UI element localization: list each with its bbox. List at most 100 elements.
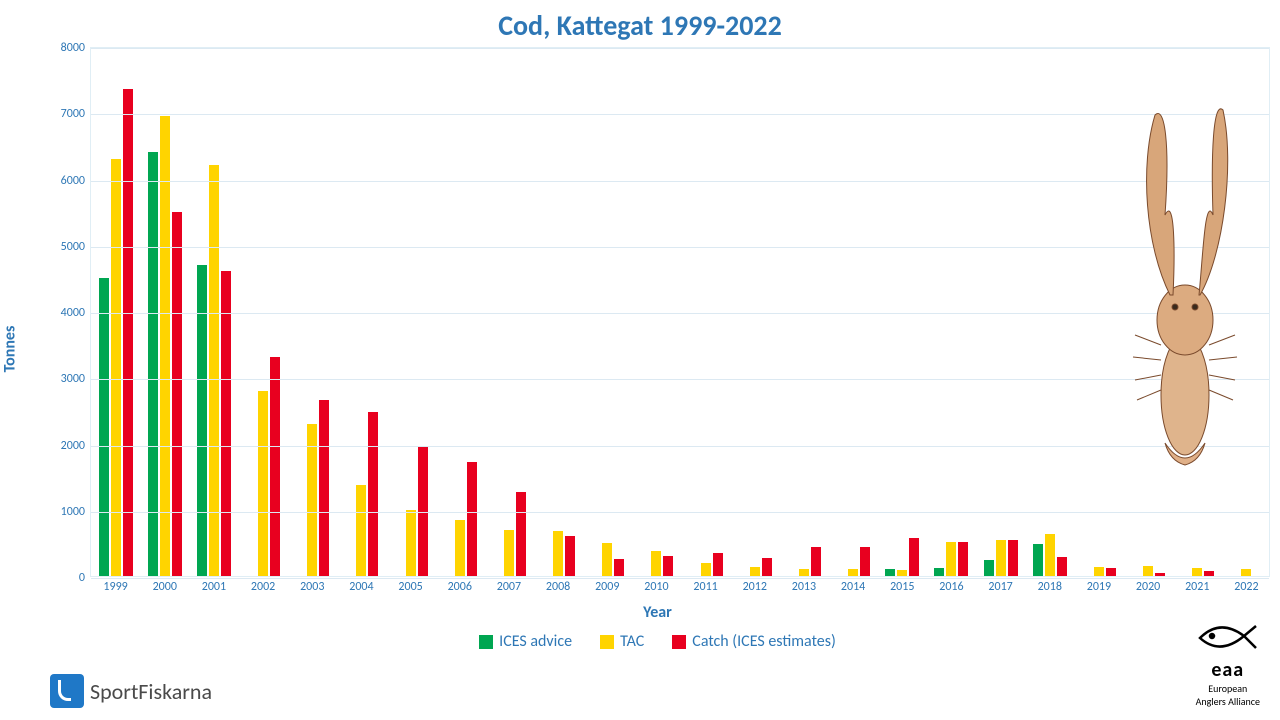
- legend-item: TAC: [600, 632, 644, 651]
- x-tick-label: 2018: [1038, 576, 1062, 594]
- bar: [467, 462, 477, 576]
- bar: [123, 89, 133, 576]
- bar: [455, 520, 465, 576]
- bar: [160, 116, 170, 576]
- bar: [221, 271, 231, 576]
- bar-group: [934, 542, 968, 576]
- bar: [516, 492, 526, 576]
- bar-group: [492, 492, 526, 576]
- bar: [885, 569, 895, 576]
- bar-group: [738, 558, 772, 576]
- eaa-fish-icon: [1196, 622, 1260, 658]
- x-tick-label: 2009: [595, 576, 619, 594]
- chart-area: Tonnes 010002000300040005000600070008000…: [35, 47, 1280, 651]
- legend-swatch: [672, 635, 686, 649]
- x-tick-label: 2005: [398, 576, 422, 594]
- bar: [258, 391, 268, 577]
- gridline: [91, 379, 1269, 380]
- bar: [811, 547, 821, 576]
- bar: [1057, 557, 1067, 576]
- bar: [270, 357, 280, 576]
- x-tick-label: 2008: [546, 576, 570, 594]
- legend-swatch: [479, 635, 493, 649]
- bar: [553, 531, 563, 576]
- x-tick-label: 2006: [448, 576, 472, 594]
- bar-group: [1180, 568, 1214, 576]
- x-tick-label: 2016: [939, 576, 963, 594]
- y-tick-label: 0: [40, 571, 91, 585]
- y-tick-label: 7000: [40, 107, 91, 121]
- x-tick-label: 2002: [251, 576, 275, 594]
- bar: [172, 212, 182, 576]
- eaa-brand-text: eaa: [1196, 658, 1260, 682]
- plot-area: 0100020003000400050006000700080001999200…: [90, 47, 1270, 577]
- x-tick-label: 2010: [644, 576, 668, 594]
- bar-group: [541, 531, 575, 576]
- bar: [1094, 567, 1104, 576]
- x-axis-label: Year: [35, 603, 1280, 622]
- bar-group: [590, 543, 624, 576]
- legend-label: Catch (ICES estimates): [692, 632, 836, 651]
- bar: [111, 159, 121, 576]
- bar: [996, 540, 1006, 576]
- eaa-sub2: Anglers Alliance: [1196, 695, 1260, 708]
- legend: ICES advice TAC Catch (ICES estimates): [35, 632, 1280, 651]
- x-tick-label: 2022: [1234, 576, 1258, 594]
- bar: [860, 547, 870, 576]
- bar: [750, 567, 760, 576]
- bar-group: [148, 116, 182, 576]
- bar: [1106, 568, 1116, 576]
- bar-group: [443, 462, 477, 576]
- bar-group: [99, 89, 133, 576]
- bar-group: [689, 553, 723, 576]
- gridline: [91, 446, 1269, 447]
- bar: [319, 400, 329, 576]
- gridline: [91, 181, 1269, 182]
- bar: [909, 538, 919, 576]
- bar: [1008, 540, 1018, 576]
- bar-group: [1131, 566, 1165, 576]
- x-tick-label: 2020: [1136, 576, 1160, 594]
- bar: [356, 485, 366, 576]
- bar: [1241, 569, 1251, 576]
- legend-swatch: [600, 635, 614, 649]
- sportfiskarna-logo: SportFiskarna: [50, 674, 212, 708]
- bar-group: [787, 547, 821, 576]
- x-tick-label: 1999: [103, 576, 127, 594]
- x-tick-label: 2011: [693, 576, 717, 594]
- gridline: [91, 114, 1269, 115]
- bar: [1045, 534, 1055, 576]
- x-tick-label: 2019: [1087, 576, 1111, 594]
- bar: [984, 560, 994, 576]
- sportfiskarna-icon: [50, 674, 84, 708]
- y-axis-label: Tonnes: [1, 326, 20, 373]
- eaa-logo: eaa European Anglers Alliance: [1196, 622, 1260, 708]
- bar: [99, 278, 109, 576]
- bar-group: [639, 551, 673, 576]
- bar: [602, 543, 612, 576]
- y-tick-label: 5000: [40, 240, 91, 254]
- x-tick-label: 2013: [792, 576, 816, 594]
- x-tick-label: 2012: [743, 576, 767, 594]
- y-tick-label: 2000: [40, 439, 91, 453]
- eaa-sub1: European: [1196, 682, 1260, 695]
- chart-title: Cod, Kattegat 1999-2022: [0, 0, 1280, 43]
- legend-item: Catch (ICES estimates): [672, 632, 836, 651]
- bar: [848, 569, 858, 576]
- legend-item: ICES advice: [479, 632, 572, 651]
- bar-group: [1082, 567, 1116, 576]
- x-tick-label: 2004: [349, 576, 373, 594]
- y-tick-label: 4000: [40, 306, 91, 320]
- bar-group: [984, 540, 1018, 576]
- bar: [1033, 544, 1043, 576]
- gridline: [91, 512, 1269, 513]
- x-tick-label: 2015: [890, 576, 914, 594]
- sportfiskarna-text: SportFiskarna: [90, 678, 212, 705]
- bar: [762, 558, 772, 576]
- bar: [663, 556, 673, 576]
- bar: [713, 553, 723, 576]
- x-tick-label: 2017: [988, 576, 1012, 594]
- y-tick-label: 6000: [40, 174, 91, 188]
- gridline: [91, 48, 1269, 49]
- bar: [946, 542, 956, 576]
